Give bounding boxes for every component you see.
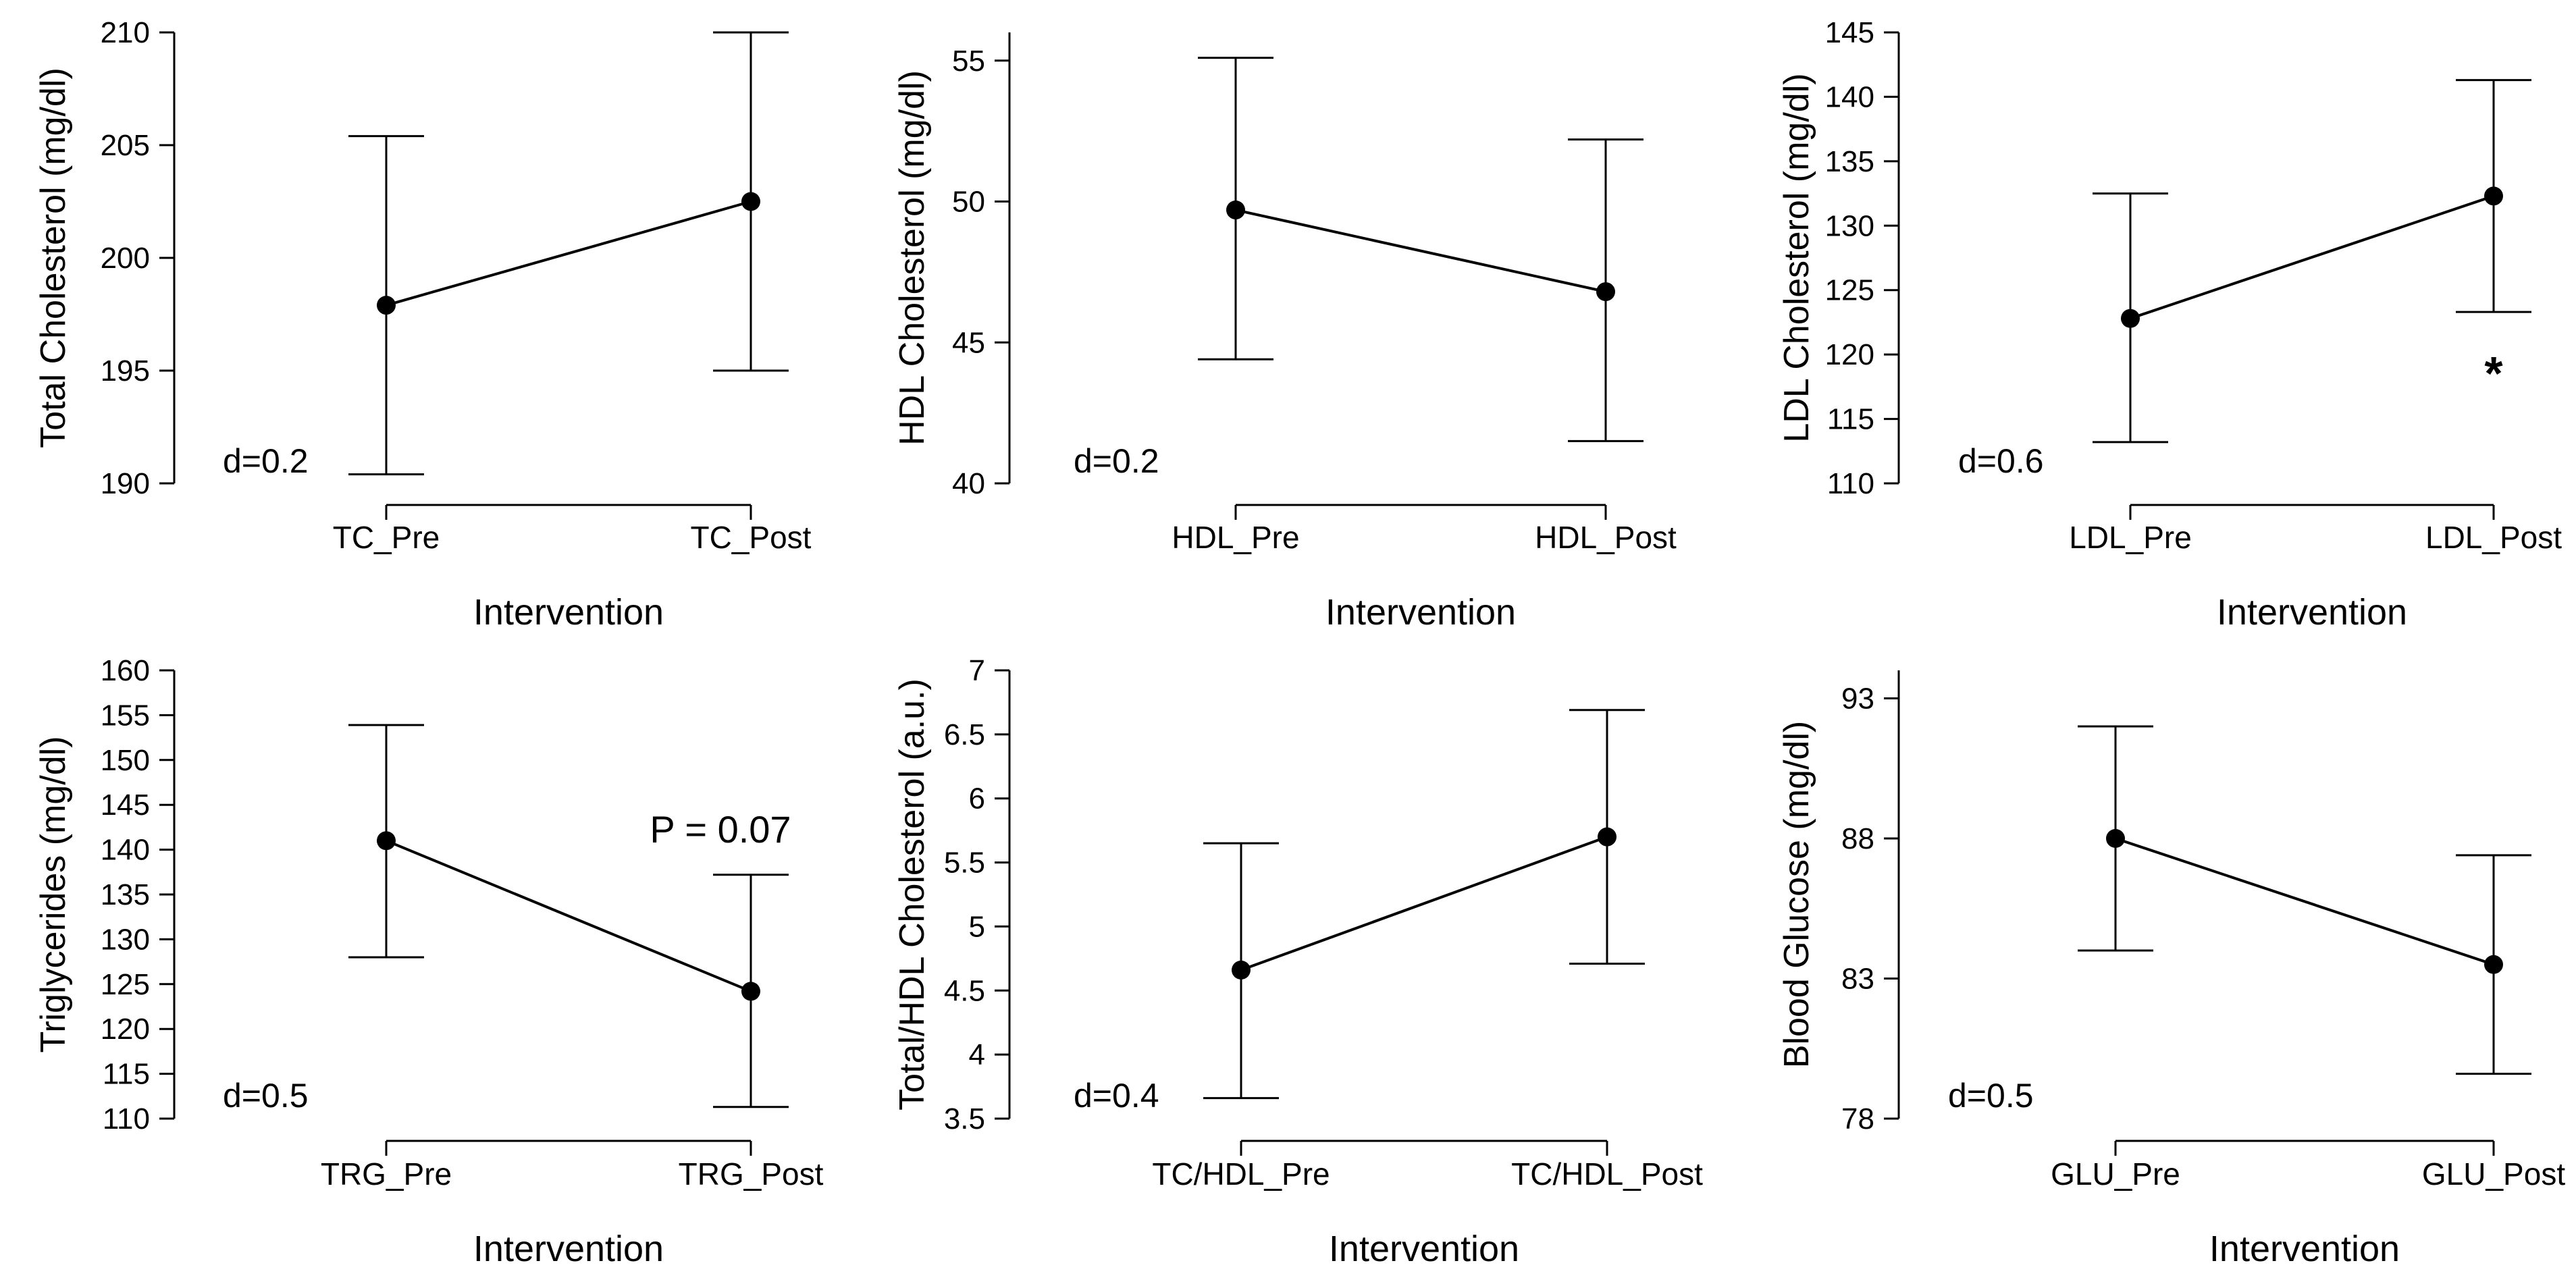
y-axis-label: Total/HDL Cholesterol (a.u.) — [893, 678, 932, 1111]
x-tick-label: GLU_Pre — [2051, 1156, 2180, 1192]
chart-panel-1: 190 195 200 205 210 Total Cholesterol (mg/dl)… — [34, 16, 812, 633]
y-tick-label: 205 — [101, 129, 150, 162]
x-axis-label: Intervention — [1329, 1229, 1519, 1269]
y-tick-label: 140 — [101, 834, 150, 867]
y-tick-label: 190 — [101, 467, 150, 500]
y-tick-label: 88 — [1841, 822, 1874, 855]
y-tick-label: 125 — [1825, 274, 1874, 307]
y-tick-label: 5.5 — [944, 847, 985, 880]
data-point — [1226, 200, 1245, 220]
chart-panel-3: 110 115 120 125 130 135 140 145 LDL Cholesterol … — [1777, 16, 2562, 633]
y-tick-label: 55 — [952, 45, 985, 78]
y-tick-label: 145 — [101, 788, 150, 822]
y-tick-label: 135 — [101, 878, 150, 911]
y-tick-label: 93 — [1841, 683, 1874, 716]
y-tick-label: 120 — [1825, 338, 1874, 371]
effect-size-label: d=0.4 — [1074, 1077, 1159, 1115]
y-tick-label: 40 — [952, 467, 985, 500]
y-tick-label: 83 — [1841, 963, 1874, 996]
chart-panel-6: 78 83 88 93 Blood Glucose (mg/dl) GLU_Pre GLU_… — [1777, 670, 2565, 1269]
x-tick-label: LDL_Pre — [2069, 520, 2192, 555]
y-axis-label: HDL Cholesterol (mg/dl) — [893, 70, 932, 446]
x-axis-label: Intervention — [2217, 592, 2407, 633]
x-axis-label: Intervention — [1325, 592, 1516, 633]
y-tick-label: 4.5 — [944, 974, 985, 1007]
y-tick-label: 6 — [969, 782, 985, 815]
data-point — [377, 296, 396, 315]
x-tick-label: TC/HDL_Post — [1511, 1156, 1703, 1192]
y-tick-label: 140 — [1825, 80, 1874, 113]
y-axis-label: Total Cholesterol (mg/dl) — [34, 68, 73, 448]
effect-size-label: d=0.5 — [223, 1077, 309, 1115]
y-tick-label: 3.5 — [944, 1102, 985, 1135]
y-tick-label: 5 — [969, 910, 985, 943]
y-tick-label: 195 — [101, 354, 150, 387]
data-point — [2121, 309, 2140, 328]
y-axis-label: Blood Glucose (mg/dl) — [1777, 721, 1816, 1068]
x-tick-label: LDL_Post — [2425, 520, 2562, 555]
x-axis-label: Intervention — [473, 1229, 664, 1269]
effect-size-label: d=0.2 — [223, 442, 309, 480]
y-tick-label: 200 — [101, 242, 150, 275]
effect-size-label: d=0.6 — [1958, 442, 2044, 480]
effect-size-label: d=0.2 — [1074, 442, 1159, 480]
y-tick-label: 110 — [103, 1102, 150, 1135]
x-axis-label: Intervention — [473, 592, 664, 633]
y-tick-label: 130 — [101, 923, 150, 956]
y-tick-label: 120 — [101, 1013, 150, 1046]
chart-panel-2: 40 45 50 55 HDL Cholesterol (mg/dl) HDL_Pre HD… — [893, 32, 1677, 633]
data-point — [2106, 829, 2125, 848]
data-point — [1598, 827, 1616, 847]
y-tick-label: 135 — [1825, 145, 1874, 178]
x-tick-label: GLU_Post — [2422, 1156, 2565, 1192]
y-tick-label: 125 — [101, 968, 150, 1001]
data-point — [741, 982, 760, 1001]
y-tick-label: 210 — [101, 16, 150, 49]
y-tick-label: 45 — [952, 326, 985, 359]
effect-size-label: d=0.5 — [1948, 1077, 2034, 1115]
chart-panel-5: 3.5 4 4.5 5 5.5 6 6.5 7 Total/HDL Cholesterol (a… — [893, 654, 1703, 1269]
y-tick-label: 110 — [1827, 467, 1874, 500]
y-tick-label: 78 — [1841, 1102, 1874, 1135]
significance-star: * — [2484, 347, 2503, 400]
y-tick-label: 4 — [969, 1038, 985, 1071]
y-tick-label: 7 — [969, 654, 985, 687]
data-point — [1232, 960, 1251, 980]
series-line — [1235, 209, 1606, 294]
y-tick-label: 130 — [1825, 209, 1874, 242]
y-tick-label: 150 — [101, 744, 150, 777]
x-tick-label: TRG_Pre — [321, 1156, 452, 1192]
x-tick-label: TC_Post — [691, 520, 812, 555]
y-tick-label: 115 — [1827, 403, 1874, 436]
y-tick-label: 160 — [101, 654, 150, 687]
series-line — [1240, 835, 1608, 971]
y-tick-label: 115 — [103, 1058, 150, 1091]
series-line — [386, 839, 752, 993]
x-tick-label: HDL_Pre — [1172, 520, 1299, 555]
x-axis-label: Intervention — [2209, 1229, 2400, 1269]
data-point — [377, 831, 396, 851]
x-tick-label: TC/HDL_Pre — [1152, 1156, 1330, 1192]
series-line — [386, 200, 752, 307]
data-point — [741, 192, 760, 211]
data-point — [2484, 186, 2503, 206]
x-tick-label: TRG_Post — [679, 1156, 824, 1192]
y-axis-label: Triglycerides (mg/dl) — [34, 736, 73, 1052]
y-axis-label: LDL Cholesterol (mg/dl) — [1777, 73, 1816, 442]
y-tick-label: 6.5 — [944, 718, 985, 751]
y-tick-label: 145 — [1825, 16, 1874, 49]
y-tick-label: 155 — [101, 699, 150, 732]
x-tick-label: TC_Pre — [333, 520, 440, 555]
p-value-annotation: P = 0.07 — [650, 808, 791, 851]
series-line — [2130, 194, 2494, 320]
series-line — [2115, 837, 2494, 966]
data-point — [2484, 955, 2503, 974]
y-tick-label: 50 — [952, 186, 985, 219]
x-tick-label: HDL_Post — [1535, 520, 1677, 555]
data-point — [1596, 282, 1615, 302]
chart-panel-4: 110 115 120 125 130 135 140 145 150 155 160 Triglyc… — [34, 654, 824, 1269]
